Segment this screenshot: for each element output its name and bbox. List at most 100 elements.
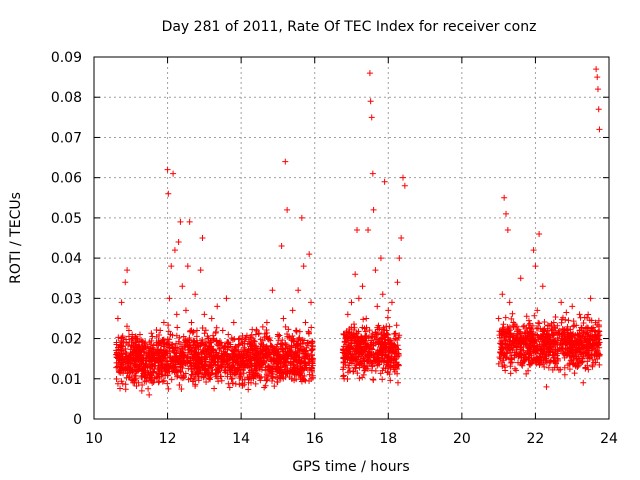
data-point	[592, 346, 599, 353]
data-point	[179, 358, 186, 365]
data-point	[187, 358, 194, 365]
data-point	[550, 352, 557, 359]
data-point	[174, 373, 181, 380]
data-point	[509, 310, 516, 317]
data-point	[195, 374, 202, 381]
data-point	[539, 283, 546, 290]
data-point	[552, 313, 559, 320]
data-point	[276, 372, 283, 379]
data-point	[117, 385, 124, 392]
data-point	[272, 373, 279, 380]
data-point	[298, 378, 305, 385]
data-point	[297, 340, 304, 347]
data-point	[292, 354, 299, 361]
data-point	[208, 315, 215, 322]
data-point	[353, 342, 360, 349]
data-point	[193, 362, 200, 369]
data-point	[246, 340, 253, 347]
data-point	[171, 247, 178, 254]
data-point	[165, 190, 172, 197]
plot-frame	[93, 56, 610, 420]
data-point	[129, 336, 136, 343]
data-point	[517, 275, 524, 282]
data-point	[224, 346, 231, 353]
data-point	[289, 307, 296, 314]
data-point	[573, 337, 580, 344]
data-point	[282, 345, 289, 352]
x-tick-label: 24	[600, 431, 618, 447]
data-point	[365, 334, 372, 341]
data-point	[227, 355, 234, 362]
data-point	[341, 338, 348, 345]
data-point	[570, 360, 577, 367]
data-point	[590, 324, 597, 331]
data-point	[520, 334, 527, 341]
data-point	[510, 334, 517, 341]
data-point	[570, 318, 577, 325]
data-point	[185, 343, 192, 350]
data-point	[342, 356, 349, 363]
data-point	[271, 383, 278, 390]
data-point	[159, 367, 166, 374]
data-point	[401, 182, 408, 189]
data-point	[206, 339, 213, 346]
data-point	[386, 371, 393, 378]
data-point	[205, 345, 212, 352]
data-point	[217, 363, 224, 370]
data-point	[341, 375, 348, 382]
data-point	[252, 354, 259, 361]
data-point	[592, 319, 599, 326]
data-point	[588, 347, 595, 354]
data-point	[244, 363, 251, 370]
data-point	[176, 352, 183, 359]
data-point	[241, 338, 248, 345]
data-point	[148, 337, 155, 344]
data-point	[269, 363, 276, 370]
data-point	[346, 359, 353, 366]
data-point	[226, 384, 233, 391]
data-point	[308, 324, 315, 331]
data-point	[361, 367, 368, 374]
data-point	[125, 333, 132, 340]
data-point	[282, 323, 289, 330]
data-point	[140, 355, 147, 362]
data-point	[236, 341, 243, 348]
data-point	[380, 365, 387, 372]
data-point	[154, 346, 161, 353]
data-point	[206, 359, 213, 366]
data-point	[256, 363, 263, 370]
data-point	[132, 339, 139, 346]
data-point	[203, 378, 210, 385]
data-point	[184, 263, 191, 270]
data-point	[231, 357, 238, 364]
data-point	[353, 355, 360, 362]
x-tick-label: 22	[527, 431, 545, 447]
data-point	[509, 337, 516, 344]
data-point	[512, 323, 519, 330]
data-point	[245, 386, 252, 393]
data-point	[236, 381, 243, 388]
data-point	[253, 327, 260, 334]
data-point	[363, 315, 370, 322]
data-point	[367, 98, 374, 105]
data-point	[589, 356, 596, 363]
data-point	[561, 371, 568, 378]
data-point	[378, 331, 385, 338]
data-point	[212, 330, 219, 337]
y-tick-label: 0.06	[51, 171, 82, 187]
data-point	[237, 360, 244, 367]
data-point	[215, 364, 222, 371]
data-point	[347, 348, 354, 355]
data-point	[236, 364, 243, 371]
data-point	[295, 287, 302, 294]
data-point	[266, 335, 273, 342]
data-point	[526, 336, 533, 343]
data-point	[370, 206, 377, 213]
data-point	[126, 352, 133, 359]
data-point	[223, 295, 230, 302]
data-point	[511, 352, 518, 359]
data-point	[587, 332, 594, 339]
data-point	[265, 364, 272, 371]
data-point	[392, 335, 399, 342]
data-point	[281, 359, 288, 366]
